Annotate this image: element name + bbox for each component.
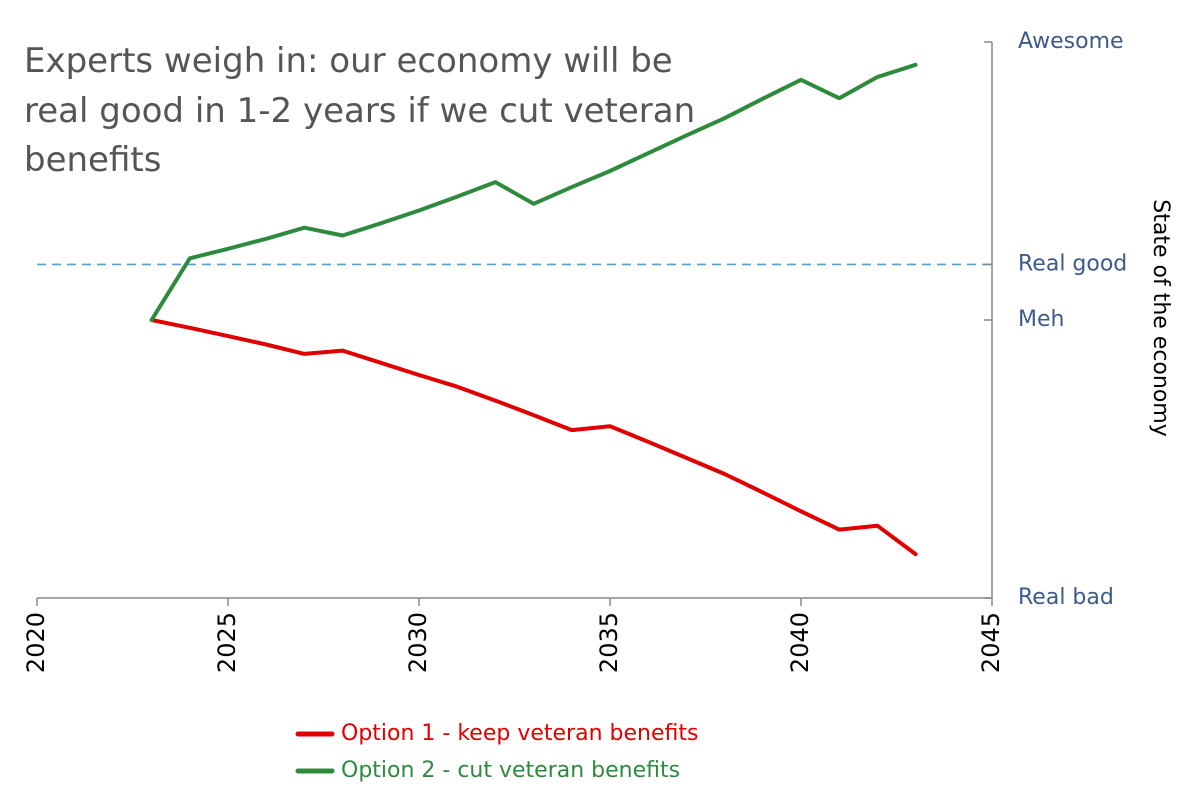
chart-title-line-1: Experts weigh in: our economy will be: [24, 41, 673, 81]
x-tick-label: 2045: [977, 612, 1005, 673]
x-tick-label: 2040: [786, 612, 814, 673]
y-tick-label: Awesome: [1018, 29, 1124, 54]
y-tick-label: Real good: [1018, 251, 1127, 276]
chart-title-line-3: benefits: [24, 140, 161, 180]
series-line-2: [149, 62, 918, 322]
chart-title-line-2: real good in 1-2 years if we cut veteran: [24, 91, 695, 131]
chart-title: Experts weigh in: our economy will be re…: [24, 41, 695, 180]
x-tick-label: 2020: [22, 612, 50, 673]
legend-label-1: Option 1 - keep veteran benefits: [341, 721, 698, 746]
x-tick-label: 2030: [404, 612, 432, 673]
y-tick-label: Meh: [1018, 307, 1064, 332]
x-tick-label: 2025: [213, 612, 241, 673]
legend-label-2: Option 2 - cut veteran benefits: [341, 758, 680, 783]
y-tick-label: Real bad: [1018, 585, 1114, 610]
series-line-1: [149, 318, 918, 557]
y-axis-label: State of the economy: [1148, 199, 1173, 436]
x-tick-label: 2035: [595, 612, 623, 673]
